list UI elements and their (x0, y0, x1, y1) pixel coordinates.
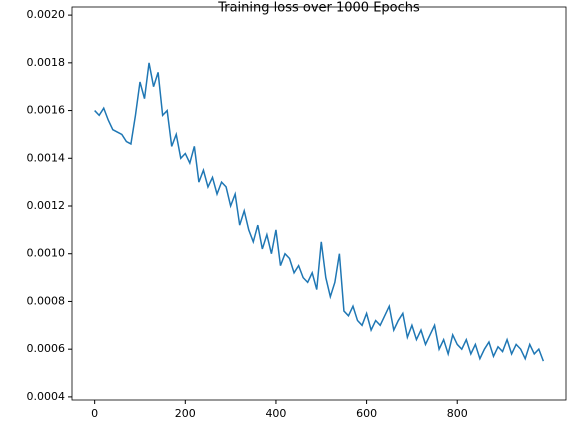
x-tick-label: 800 (447, 407, 468, 420)
y-tick-label: 0.0008 (27, 294, 66, 307)
y-tick-label: 0.0014 (27, 151, 66, 164)
y-tick-label: 0.0010 (27, 247, 66, 260)
y-tick-label: 0.0018 (27, 56, 66, 69)
y-tick-label: 0.0020 (27, 8, 66, 21)
loss-line (94, 62, 545, 362)
x-tick-label: 600 (356, 407, 377, 420)
chart-title: Training loss over 1000 Epochs (217, 1, 420, 16)
y-tick-label: 0.0012 (27, 199, 66, 212)
x-tick-label: 400 (265, 407, 286, 420)
y-tick-label: 0.0006 (27, 342, 66, 355)
plot-frame (71, 6, 567, 401)
x-tick-label: 0 (91, 407, 98, 420)
y-tick-label: 0.0004 (27, 390, 66, 403)
x-tick-label: 200 (175, 407, 196, 420)
y-tick-label: 0.0016 (27, 104, 66, 117)
